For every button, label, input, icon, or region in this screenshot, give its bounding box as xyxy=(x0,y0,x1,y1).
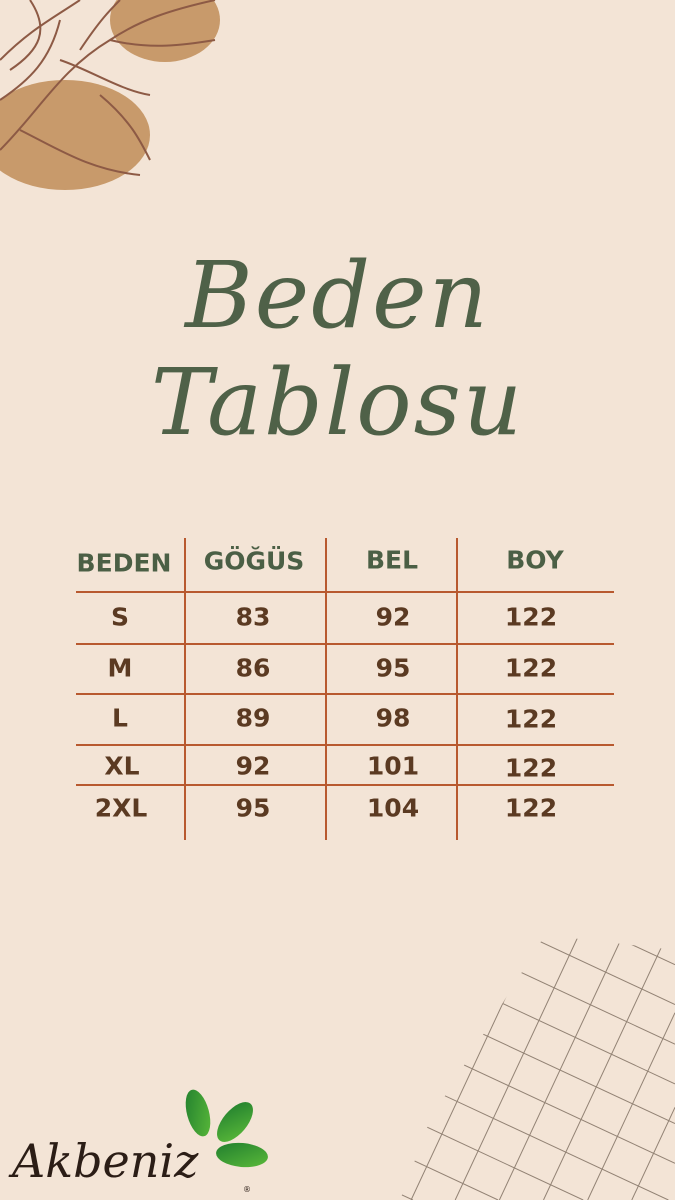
cell-size: S xyxy=(110,602,130,632)
header-beden: BEDEN xyxy=(76,548,172,578)
grid-line xyxy=(400,992,675,1125)
cell-boy: 122 xyxy=(504,653,558,683)
grid-line xyxy=(400,935,447,1046)
title-line-1: Beden xyxy=(185,242,490,349)
cell-boy: 122 xyxy=(504,753,558,783)
row-divider xyxy=(76,591,614,593)
grid-line xyxy=(400,1072,669,1200)
cell-size: M xyxy=(107,653,133,683)
column-divider xyxy=(456,538,458,840)
grid-line xyxy=(440,935,675,1045)
grid-line xyxy=(631,1107,675,1200)
cell-boy: 122 xyxy=(504,602,558,632)
registered-mark: ® xyxy=(243,1185,251,1194)
grid-line xyxy=(400,952,675,1085)
cell-boy: 122 xyxy=(504,704,558,734)
grid-line xyxy=(400,935,491,1141)
title-line-2: Tablosu xyxy=(150,349,525,456)
grid-line xyxy=(410,935,536,1200)
grid-line xyxy=(400,1191,414,1200)
grid-line xyxy=(498,935,624,1200)
decorative-grid xyxy=(400,935,675,1200)
grid-line xyxy=(525,935,675,1005)
grid-line xyxy=(610,935,675,966)
decorative-branches xyxy=(0,0,220,190)
header-bel: BEL xyxy=(365,545,419,575)
row-divider xyxy=(76,784,614,786)
header-boy: BOY xyxy=(506,545,564,575)
cell-bel: 101 xyxy=(366,751,420,781)
cell-gogus: 95 xyxy=(235,793,271,823)
grid-line xyxy=(587,1012,675,1200)
cell-gogus: 83 xyxy=(235,602,271,632)
row-divider xyxy=(76,744,614,746)
cell-size: L xyxy=(112,703,128,733)
cell-boy: 122 xyxy=(504,793,558,823)
cell-gogus: 89 xyxy=(235,703,271,733)
column-divider xyxy=(184,538,186,840)
grid-line xyxy=(543,935,668,1200)
header-gogus: GÖĞÜS xyxy=(203,546,305,576)
grid-line xyxy=(400,1151,499,1200)
grid-line xyxy=(400,1111,584,1200)
cell-bel: 98 xyxy=(375,703,411,733)
logo-text: Akbeniz xyxy=(12,1134,199,1188)
cell-bel: 104 xyxy=(366,793,420,823)
cell-size: XL xyxy=(104,751,140,781)
row-divider xyxy=(76,693,614,695)
cell-bel: 92 xyxy=(375,602,411,632)
grid-line xyxy=(400,935,403,951)
cell-gogus: 86 xyxy=(235,653,271,683)
cell-bel: 95 xyxy=(375,653,411,683)
cell-gogus: 92 xyxy=(235,751,271,781)
row-divider xyxy=(76,643,614,645)
column-divider xyxy=(325,538,327,840)
cell-size: 2XL xyxy=(94,793,148,823)
logo-leaves-icon xyxy=(185,1089,268,1168)
grid-line xyxy=(454,935,580,1200)
